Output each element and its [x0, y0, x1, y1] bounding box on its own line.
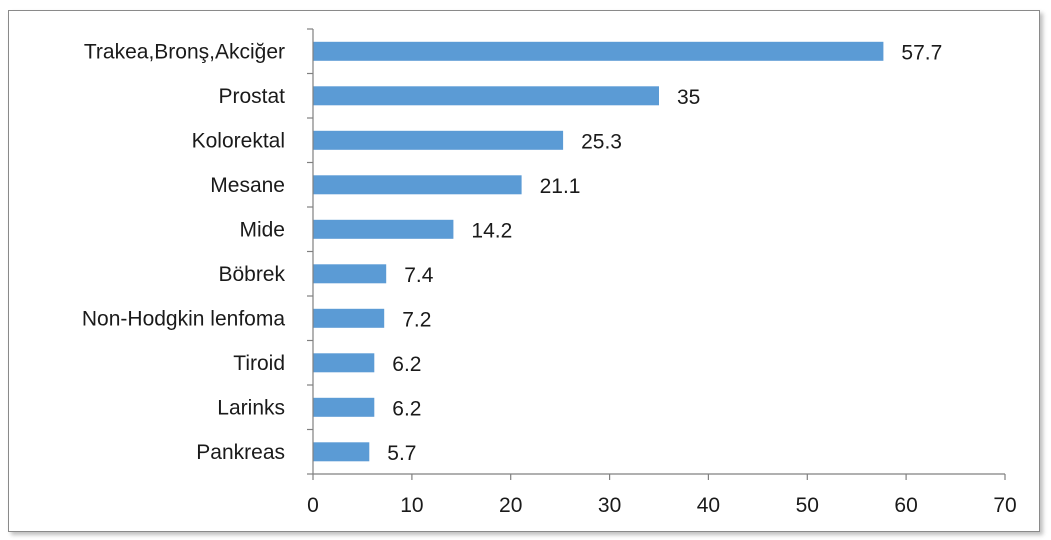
value-label: 7.2	[402, 308, 431, 331]
bar	[313, 442, 370, 462]
category-label: Prostat	[218, 85, 285, 108]
x-tick-label: 40	[697, 494, 720, 517]
x-tick-label: 50	[796, 494, 819, 517]
value-label: 6.2	[392, 353, 421, 376]
category-label: Non-Hodgkin lenfoma	[82, 307, 285, 330]
bar	[313, 41, 884, 61]
value-label: 21.1	[540, 175, 581, 198]
category-label: Böbrek	[218, 263, 285, 286]
x-tick-label: 60	[894, 494, 917, 517]
axes-group	[307, 28, 1006, 480]
category-label: Mide	[239, 218, 285, 241]
category-label: Mesane	[210, 174, 285, 197]
bar	[313, 175, 522, 195]
x-tick-label: 10	[400, 494, 423, 517]
bar	[313, 130, 564, 150]
value-label: 25.3	[581, 130, 622, 153]
category-label: Tiroid	[233, 352, 285, 375]
bar	[313, 353, 375, 373]
bar	[313, 86, 659, 106]
x-tick-label: 70	[993, 494, 1016, 517]
x-tick-label: 20	[499, 494, 522, 517]
x-tick-label: 0	[307, 494, 319, 517]
category-label: Kolorektal	[192, 129, 285, 152]
bar	[313, 308, 385, 328]
bar	[313, 219, 454, 239]
value-label: 57.7	[901, 41, 942, 64]
value-label: 14.2	[471, 219, 512, 242]
bars-group	[313, 41, 884, 462]
value-label: 35	[677, 86, 700, 109]
value-label: 7.4	[404, 264, 434, 287]
category-label: Trakea,Bronş,Akciğer	[84, 40, 285, 63]
bar	[313, 397, 375, 417]
x-tick-label: 30	[598, 494, 621, 517]
value-label: 6.2	[392, 397, 421, 420]
category-label: Pankreas	[196, 441, 285, 464]
category-labels: Trakea,Bronş,Akciğer Prostat Kolorektal Mes…	[82, 40, 286, 464]
category-label: Larinks	[217, 396, 285, 419]
value-labels: 57.7 35 25.321.1 14.2 7.4 7.2 6.2 6.2 5.7	[387, 41, 942, 465]
x-tick-labels: 0 10 20 30 40 50 60 70	[307, 494, 1017, 517]
value-label: 5.7	[387, 442, 416, 465]
bar	[313, 264, 387, 284]
